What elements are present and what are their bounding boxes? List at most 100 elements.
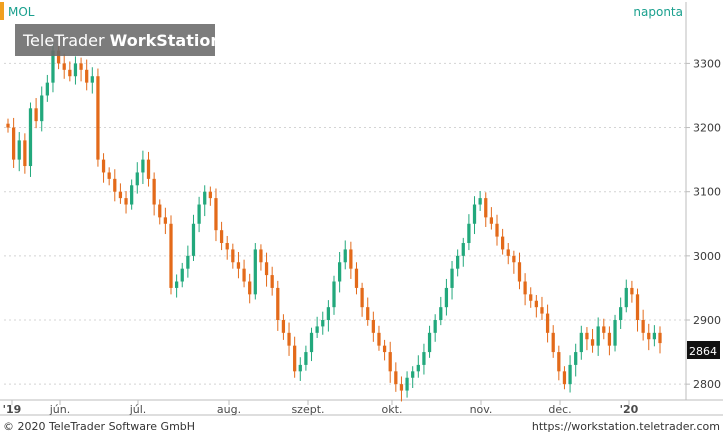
x-tick-label: nov. <box>470 403 493 416</box>
candle-body <box>248 281 252 295</box>
y-tick-label: 2800 <box>693 378 721 391</box>
candle-body <box>500 236 505 250</box>
candle-body <box>304 352 308 365</box>
candle-body <box>309 332 314 353</box>
candle-body <box>461 243 465 256</box>
candle-body <box>411 371 415 378</box>
candle-body <box>96 76 100 160</box>
y-tick-label: 3200 <box>693 122 721 135</box>
candle-body <box>562 371 567 385</box>
candle-body <box>613 320 617 346</box>
candle-body <box>28 108 33 167</box>
candle-body <box>107 172 111 179</box>
candle-body <box>602 326 606 333</box>
candle-body <box>523 281 527 295</box>
candle-body <box>607 332 612 346</box>
x-tick-label: júl. <box>129 403 147 416</box>
candle-body <box>253 249 257 295</box>
x-tick-label: aug. <box>217 403 241 416</box>
candle-body <box>62 63 66 70</box>
candle-body <box>394 371 398 385</box>
candle-body <box>146 159 151 179</box>
candle-body <box>545 313 550 333</box>
candle-body <box>630 287 634 295</box>
candle-body <box>326 307 331 320</box>
candle-body <box>439 307 443 320</box>
candle-body <box>382 345 387 353</box>
candle-body <box>388 352 392 372</box>
last-price-value: 2864 <box>689 345 717 358</box>
x-tick-label: '20 <box>620 403 639 416</box>
y-axis-labels: 2800 2900 3000 3100 3200 3300 <box>686 57 721 391</box>
candle-body <box>45 82 49 96</box>
candle-body <box>489 217 494 224</box>
candle-body <box>287 332 291 346</box>
candle-body <box>56 50 61 64</box>
candle-body <box>130 185 134 205</box>
candle-body <box>141 159 145 173</box>
y-tick-label: 3300 <box>693 57 721 70</box>
candle-body <box>101 159 106 173</box>
candle-body <box>647 332 651 340</box>
candle-body <box>219 230 224 244</box>
y-tick-label: 3100 <box>693 186 721 199</box>
y-tick-label: 2900 <box>693 314 721 327</box>
candle-body <box>349 249 353 269</box>
x-tick-label: okt. <box>382 403 403 416</box>
candle-body <box>574 352 578 365</box>
candle-body <box>585 332 589 340</box>
period-label: naponta <box>633 5 683 19</box>
candle-body <box>113 178 117 192</box>
candle-body <box>270 275 274 288</box>
candle-body <box>551 332 555 353</box>
candle-body <box>11 127 16 160</box>
candle-body <box>456 255 460 269</box>
candle-body <box>444 287 449 308</box>
watermark-text: TeleTrader WorkStation <box>22 31 222 50</box>
source-url: https://workstation.teletrader.com <box>532 420 720 433</box>
candle-body <box>472 204 477 224</box>
candle-body <box>191 223 196 256</box>
candle-body <box>264 262 269 276</box>
candle-body <box>450 268 454 288</box>
candle-body <box>484 198 488 218</box>
candle-body <box>399 384 404 391</box>
y-tick-label: 3000 <box>693 250 721 263</box>
candle-body <box>6 123 10 128</box>
candle-body <box>73 63 78 77</box>
candle-body <box>298 364 302 372</box>
symbol-accent-bar <box>0 2 4 20</box>
candle-body <box>517 262 522 282</box>
candle-body <box>315 326 319 333</box>
candle-body <box>377 332 381 346</box>
candle-body <box>652 332 657 340</box>
candle-body <box>405 377 409 391</box>
candle-body <box>579 332 583 353</box>
candle-body <box>624 287 628 308</box>
watermark-box <box>15 24 215 56</box>
candle-body <box>281 320 286 333</box>
x-tick-label: dec. <box>548 403 571 416</box>
candle-body <box>371 320 375 333</box>
x-tick-label: szept. <box>291 403 324 416</box>
candle-body <box>337 262 342 282</box>
candle-body <box>186 255 190 269</box>
candle-body <box>529 294 533 301</box>
candle-body <box>557 352 561 372</box>
candle-body <box>512 255 516 263</box>
candle-body <box>619 307 623 320</box>
candle-body <box>152 178 156 205</box>
candle-body <box>354 268 359 288</box>
candle-body <box>124 198 128 205</box>
candle-body <box>478 198 482 205</box>
candle-body <box>90 76 94 83</box>
candle-body <box>568 364 572 385</box>
candle-body <box>242 268 246 282</box>
candle-body <box>366 307 370 320</box>
candle-body <box>208 191 212 199</box>
candle-body <box>321 320 325 327</box>
last-price-tag <box>687 341 720 359</box>
candle-body <box>506 249 510 256</box>
candle-body <box>635 294 640 320</box>
